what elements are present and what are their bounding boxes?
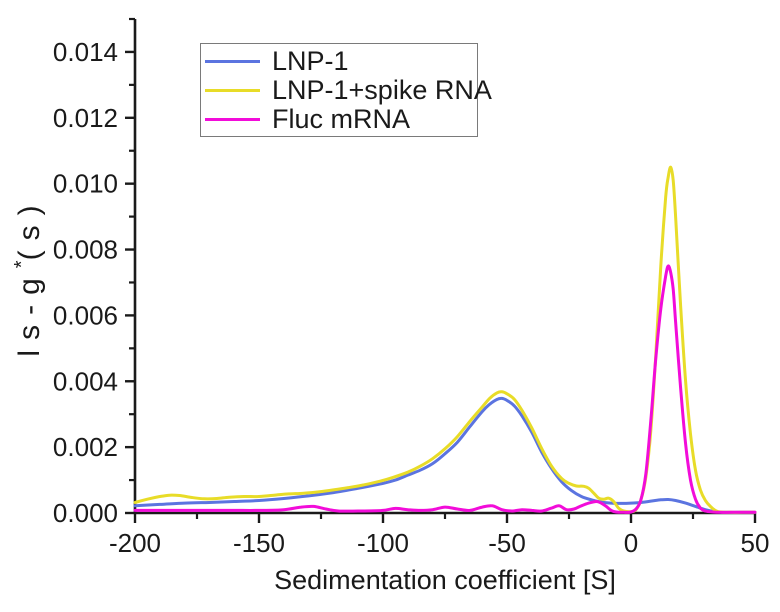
series-line-fluc-mrna	[133, 264, 757, 514]
legend-label: Fluc mRNA	[272, 104, 411, 134]
fluc-mrna-line-swatch	[205, 118, 260, 121]
x-tick-label: -100	[357, 528, 409, 558]
x-tick-label: -50	[488, 528, 526, 558]
x-tick-label: 0	[624, 528, 638, 558]
x-tick-label: -150	[233, 528, 285, 558]
x-tick-label: 50	[741, 528, 770, 558]
legend-label: LNP-1+spike RNA	[272, 75, 492, 105]
y-tick-label: 0.006	[53, 300, 118, 330]
y-tick-label: 0.004	[53, 366, 118, 396]
y-axis-title: ls-g*(s)	[11, 195, 46, 357]
legend-item-lnp-1: LNP-1	[205, 47, 473, 76]
y-tick-label: 0.010	[53, 169, 118, 199]
legend: LNP-1 LNP-1+spike RNA Fluc mRNA	[200, 43, 492, 137]
legend-item-lnp-1-spike-rna: LNP-1+spike RNA	[205, 76, 492, 105]
y-tick-label: 0.002	[53, 432, 118, 462]
y-tick-label: 0.014	[53, 37, 118, 67]
y-tick-label: 0.000	[53, 498, 118, 528]
lnp-1-line-swatch	[205, 60, 260, 63]
lnp-1-spike-rna-line-swatch	[205, 89, 260, 92]
series-line-lnp-1-spike-rna	[133, 165, 757, 514]
legend-item-fluc-mrna: Fluc mRNA	[205, 105, 473, 134]
x-axis-title: Sedimentation coefficient [S]	[274, 565, 616, 595]
series-line-lnp-1	[133, 396, 757, 514]
y-tick-label: 0.008	[53, 235, 118, 265]
legend-label: LNP-1	[272, 46, 349, 76]
x-tick-label: -200	[109, 528, 161, 558]
y-tick-label: 0.012	[53, 103, 118, 133]
